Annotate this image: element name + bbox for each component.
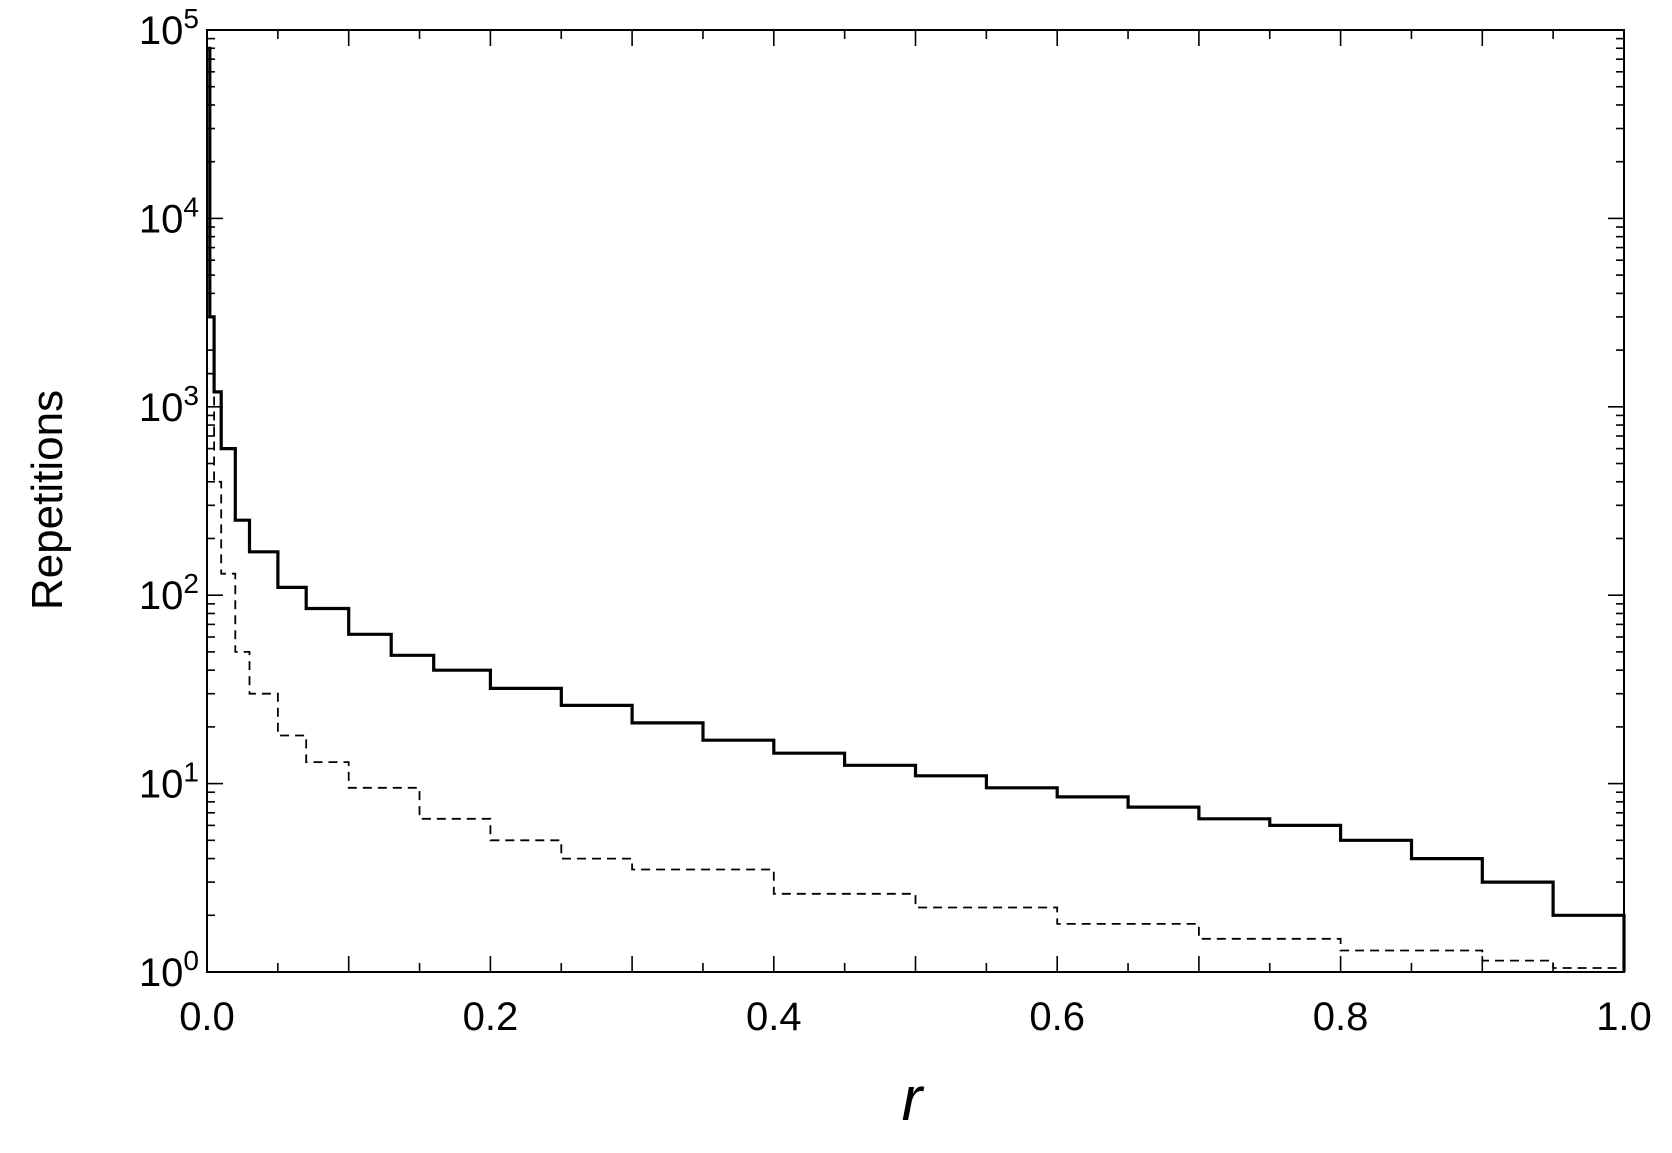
y-tick-label: 100 [139,945,199,995]
y-tick-label: 102 [139,568,199,618]
labels-layer: 0.0 0.2 0.4 0.6 0.8 1.0 100 101 102 103 104 105 [139,3,1652,1039]
y-tick-label: 101 [139,757,199,807]
y-tick-label: 105 [139,3,199,53]
series-layer [207,46,1626,972]
x-tick-label: 0.6 [1029,995,1085,1039]
x-tick-label: 0.0 [179,995,235,1039]
x-tick-label: 0.8 [1313,995,1369,1039]
solid-series-line [207,46,1626,972]
y-tick-label: 103 [139,380,199,430]
ticks-layer [206,29,1625,973]
y-axis-label: Repetitions [23,390,72,610]
y-tick-label: 104 [139,191,199,241]
x-axis-label: r [902,1065,925,1134]
x-tick-label: 0.2 [463,995,519,1039]
x-tick-label: 1.0 [1596,995,1652,1039]
x-tick-label: 0.4 [746,995,802,1039]
